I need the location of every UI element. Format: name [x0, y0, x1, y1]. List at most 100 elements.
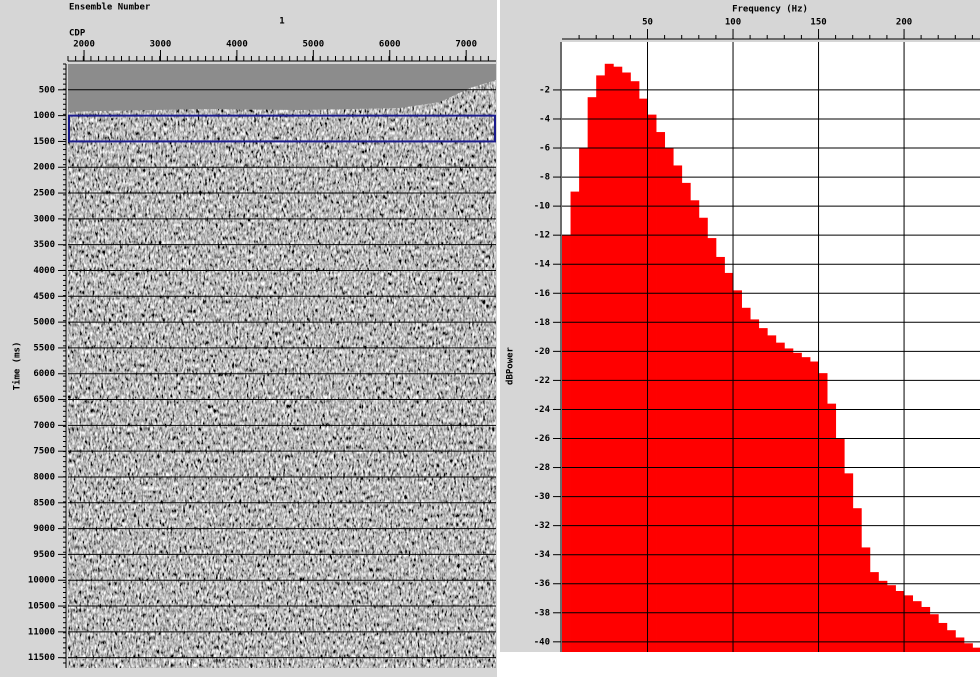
y-tick-label: 1500	[33, 137, 55, 147]
x-tick-label: 200	[896, 18, 912, 28]
spectrum-bar	[921, 606, 931, 652]
x-tick-label: 100	[725, 18, 741, 28]
spectrum-bar	[801, 357, 811, 652]
spectrum-bar	[835, 438, 845, 652]
y-tick-label: -40	[534, 637, 550, 647]
y-tick-label: 8500	[33, 498, 55, 508]
spectrum-bar	[741, 307, 751, 652]
spectrum-bar	[707, 238, 717, 653]
y-tick-label: -26	[534, 434, 550, 444]
y-tick-label: 5000	[33, 318, 55, 328]
x-tick-label: 150	[810, 18, 826, 28]
spectrum-bar	[673, 165, 683, 652]
spectrum-bar	[792, 352, 802, 652]
x-tick-label: 2000	[73, 40, 95, 50]
spectrum-bar	[604, 63, 614, 653]
y-tick-label: -32	[534, 521, 550, 531]
spectrum-bar	[750, 319, 760, 652]
spectrum-bar	[784, 348, 794, 652]
y-axis-label: Time (ms)	[12, 342, 23, 391]
panel-title: Ensemble Number	[69, 3, 151, 13]
spectrum-bar	[955, 637, 965, 652]
y-tick-label: -6	[539, 144, 550, 154]
spectrum-bar	[972, 647, 980, 652]
spectrum-bar	[733, 290, 742, 652]
spectrum-axis-bg	[500, 42, 562, 652]
spectrum-bar	[562, 235, 571, 652]
spectrum-bar	[698, 217, 708, 652]
y-tick-label: -16	[534, 289, 550, 299]
y-tick-label: 7000	[33, 421, 55, 431]
spectrum-bar	[895, 591, 905, 652]
spectrum-bar	[656, 132, 666, 653]
spectrum-bar	[912, 601, 922, 652]
y-tick-label: -2	[539, 85, 550, 95]
y-tick-label: 3000	[33, 214, 55, 224]
y-tick-label: -12	[534, 231, 550, 241]
spectrum-bar	[852, 508, 862, 652]
spectrum-bar	[869, 572, 879, 652]
spectrum-bar	[938, 622, 948, 652]
spectrum-bar	[690, 200, 700, 653]
y-tick-label: 8000	[33, 472, 55, 482]
y-tick-label: -28	[534, 463, 550, 473]
spectrum-bar	[638, 98, 648, 652]
y-tick-label: -18	[534, 318, 550, 328]
y-tick-label: 4000	[33, 266, 55, 276]
x-tick-label: 7000	[455, 40, 477, 50]
y-tick-label: -24	[534, 405, 551, 415]
spectrum-bar	[681, 182, 691, 652]
x-axis-label: CDP	[69, 29, 86, 39]
spectrum-bar	[587, 97, 597, 652]
spectrum-bar	[886, 585, 896, 652]
y-tick-label: 4500	[33, 292, 55, 302]
y-tick-label: 6000	[33, 369, 55, 379]
y-tick-label: 1000	[33, 111, 55, 121]
x-tick-label: 3000	[150, 40, 172, 50]
y-axis-label: dBPower	[506, 346, 516, 385]
y-tick-label: 9000	[33, 524, 55, 534]
spectrum-header-bg	[500, 0, 980, 42]
y-tick-label: -38	[534, 608, 550, 618]
x-tick-label: 6000	[379, 40, 401, 50]
seismic-image	[68, 64, 496, 668]
spectrum-bar	[827, 403, 837, 652]
y-tick-label: -14	[534, 260, 551, 270]
spectrum-bar	[929, 614, 939, 652]
y-tick-label: -10	[534, 202, 550, 212]
spectrum-bar	[844, 473, 854, 652]
y-tick-label: 11000	[28, 627, 55, 637]
x-tick-label: 50	[642, 18, 653, 28]
y-tick-label: -30	[534, 492, 550, 502]
y-tick-label: 3500	[33, 240, 55, 250]
ensemble-number: 1	[279, 17, 284, 27]
y-tick-label: 500	[39, 85, 55, 95]
x-tick-label: 5000	[302, 40, 324, 50]
y-tick-label: 10000	[28, 576, 55, 586]
y-tick-label: -36	[534, 579, 550, 589]
spectrum-bar	[664, 148, 674, 652]
spectrum-bar	[621, 72, 631, 652]
y-tick-label: -20	[534, 347, 550, 357]
spectrum-bar	[963, 643, 973, 652]
y-tick-label: -22	[534, 376, 550, 386]
x-tick-label: 4000	[226, 40, 248, 50]
spectrum-bar	[570, 191, 580, 652]
spectrum-bar	[596, 75, 606, 652]
spectrum-bar	[818, 373, 828, 652]
spectrum-bar	[630, 81, 640, 652]
mute-zone	[68, 64, 496, 112]
y-tick-label: 2500	[33, 189, 55, 199]
y-tick-label: -8	[539, 173, 550, 183]
spectrum-bar	[758, 328, 768, 652]
spectrum-bar	[775, 342, 785, 652]
y-tick-label: 5500	[33, 343, 55, 353]
spectrum-bar	[809, 361, 819, 652]
spectrum-bar	[946, 630, 956, 652]
y-tick-label: 10500	[28, 602, 55, 612]
y-tick-label: -4	[539, 114, 550, 124]
selection-box	[68, 114, 496, 143]
spectrum-bar	[647, 114, 657, 653]
spectrum-bar	[767, 335, 777, 652]
